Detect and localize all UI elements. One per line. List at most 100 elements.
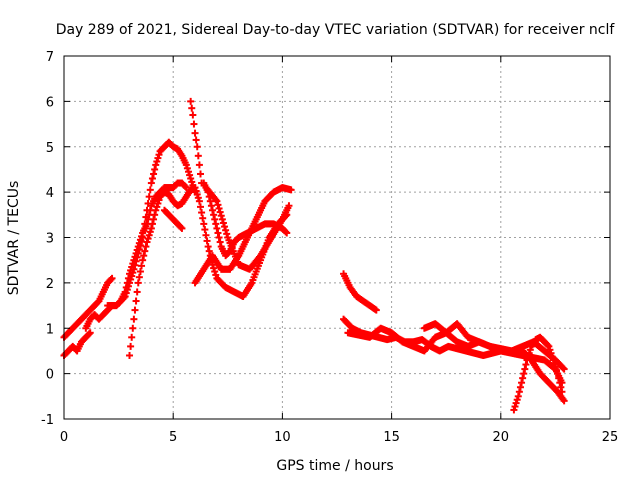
data-point [219,219,227,227]
data-point [209,206,217,214]
data-point [124,282,132,290]
data-point [139,234,147,241]
data-point [200,220,208,228]
series-arc-f [160,206,186,232]
data-point [107,275,115,283]
x-axis-label: GPS time / hours [276,458,393,474]
data-point [197,170,204,178]
data-point [193,190,201,198]
data-point [555,374,563,382]
data-point [139,256,147,264]
data-point [148,220,156,228]
data-point [127,275,135,283]
y-tick-label: 7 [46,50,54,65]
data-point [512,399,520,407]
x-tick-label: 25 [602,430,619,445]
data-point [128,272,136,280]
series-arc-o [510,333,566,414]
data-point [191,129,199,137]
y-tick-label: 0 [46,368,54,383]
x-tick-label: 15 [383,430,400,445]
data-point [148,175,156,183]
data-point [177,223,185,231]
data-point [194,194,202,202]
data-point [214,201,222,209]
data-point [188,178,196,186]
data-points [60,97,568,414]
series-arc-d [104,138,199,310]
data-point [193,143,201,151]
data-point [183,164,191,172]
data-point [142,213,150,221]
data-point [521,365,529,373]
data-point [152,161,160,169]
data-point [121,292,129,300]
data-point [187,97,195,105]
data-point [129,269,137,277]
data-point [129,324,137,332]
y-tick-label: 1 [46,322,54,337]
data-point [204,243,212,251]
series-arc-p [519,347,568,405]
data-point [184,168,192,176]
data-point [202,231,210,239]
data-point [153,157,161,165]
data-point [150,170,158,178]
data-point [195,161,203,169]
data-point [217,212,225,220]
data-point [146,186,154,194]
data-point [221,223,229,231]
data-point [218,215,226,223]
data-point [556,379,564,387]
y-tick-label: 4 [46,186,54,201]
data-point [144,199,152,207]
data-point [515,388,523,396]
data-point [126,351,134,359]
data-point [222,226,230,234]
y-tick-label: 3 [46,232,54,247]
series-arc-k [340,270,380,314]
data-point [526,346,534,354]
data-point [522,361,530,369]
y-axis-label: SDTVAR / TECUs [6,181,22,296]
data-point [140,252,148,260]
data-point [198,209,206,217]
data-point [187,175,195,183]
data-point [557,383,565,391]
data-point [143,206,151,214]
data-point [520,370,528,378]
chart-title: Day 289 of 2021, Sidereal Day-to-day VTE… [56,22,616,38]
data-point [287,186,295,194]
data-point [127,342,135,350]
data-point [192,136,200,144]
x-tick-label: 5 [169,430,177,445]
data-point [516,383,524,391]
x-tick-label: 20 [493,430,510,445]
data-point [519,374,527,382]
series-arc-m [344,324,566,387]
data-point [194,152,202,160]
data-point [131,306,139,314]
data-point [136,268,144,276]
data-point [551,363,559,371]
data-point [181,182,189,190]
data-point [134,249,142,257]
data-point [150,215,158,223]
data-point [154,154,162,162]
data-point [554,370,562,378]
y-tick-label: 6 [46,95,54,110]
data-point [182,184,190,192]
data-point [126,279,134,287]
series-arc-a [60,274,116,341]
data-point [207,202,215,210]
data-point [372,306,380,314]
data-point [511,403,519,411]
data-point [211,268,219,276]
y-tick-label: 2 [46,277,54,292]
data-point [559,364,567,372]
data-point [212,271,220,279]
data-point [182,161,190,169]
y-tick-label: -1 [41,413,54,428]
data-point [108,274,116,282]
